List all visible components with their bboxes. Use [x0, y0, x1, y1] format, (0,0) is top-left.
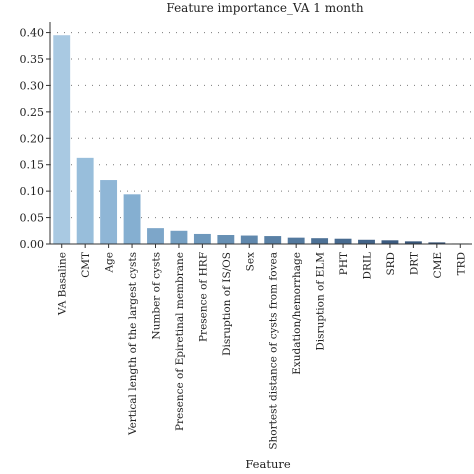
- y-tick-label: 0.25: [20, 106, 45, 119]
- y-tick-label: 0.10: [20, 185, 45, 198]
- bar-8: [240, 235, 258, 244]
- chart-title: Feature importance_VA 1 month: [166, 1, 363, 15]
- x-tick-label: Presence of HRF: [197, 252, 209, 342]
- y-tick-label: 0.40: [20, 27, 45, 40]
- x-tick-label: DRIL: [362, 252, 374, 279]
- x-tick-label: Age: [104, 252, 116, 274]
- x-tick-label: Disruption of ELM: [315, 252, 327, 351]
- bar-16: [428, 242, 446, 244]
- bar-14: [381, 240, 399, 244]
- x-tick-label: SRD: [385, 252, 397, 276]
- x-tick-label: TRD: [455, 252, 467, 275]
- y-tick-label: 0.05: [20, 212, 45, 225]
- x-tick-label: CME: [432, 252, 444, 278]
- x-tick-label: Presence of Epiretinal membrane: [174, 252, 186, 431]
- x-tick-label: CMT: [80, 252, 92, 278]
- bar-12: [334, 238, 352, 244]
- bar-4: [147, 228, 164, 244]
- bar-7: [217, 235, 235, 244]
- bar-10: [287, 237, 305, 244]
- grid-lines: [50, 32, 472, 219]
- x-tick-label: Number of cysts: [151, 252, 163, 340]
- bar-15: [404, 241, 422, 244]
- bar-11: [311, 238, 329, 244]
- bar-3: [123, 194, 141, 244]
- x-tick-label: VA Basaline: [57, 252, 69, 316]
- x-tick-label: Disruption of IS/OS: [221, 252, 233, 356]
- x-tick-label: Vertical length of the largest cysts: [127, 252, 139, 436]
- bar-0: [53, 35, 71, 244]
- y-tick-label: 0.00: [20, 238, 45, 251]
- bar-2: [100, 180, 118, 244]
- x-tick-label: PHT: [338, 252, 350, 275]
- x-tick-label: Shortest distance of cysts from fovea: [268, 252, 280, 450]
- x-tick-label: Sex: [244, 252, 256, 271]
- y-tick-label: 0.30: [20, 79, 45, 92]
- bar-6: [193, 233, 211, 244]
- bar-1: [76, 157, 94, 244]
- bars: [53, 35, 469, 245]
- bar-9: [264, 236, 282, 244]
- y-tick-labels: 0.00 0.05 0.10 0.15 0.20 0.25 0.30 0.35 0.40: [20, 27, 50, 251]
- y-tick-label: 0.15: [20, 159, 45, 172]
- y-tick-label: 0.20: [20, 132, 45, 145]
- x-axis-label: Feature: [245, 457, 291, 471]
- bar-5: [170, 230, 188, 244]
- y-tick-label: 0.35: [20, 53, 45, 66]
- x-tick-labels: VA Basaline CMT Age Vertical length of the …: [57, 244, 467, 450]
- bar-13: [358, 239, 375, 244]
- x-tick-label: DRT: [408, 252, 420, 275]
- x-tick-label: Exudation/hemorrhage: [291, 252, 303, 375]
